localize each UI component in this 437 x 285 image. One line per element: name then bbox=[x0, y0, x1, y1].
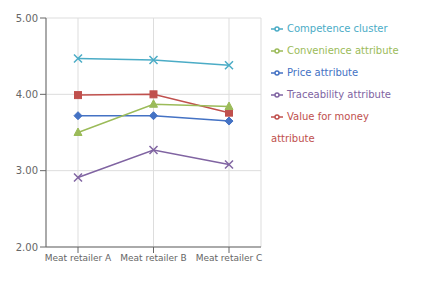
svg-text:3.00: 3.00 bbox=[16, 165, 38, 176]
svg-text:4.00: 4.00 bbox=[16, 89, 38, 100]
html-text:Value for money attribute: Value for money attribute bbox=[271, 111, 369, 144]
html-text:Convenience attribute: Convenience attribute bbox=[287, 45, 399, 56]
html-text:Competence cluster: Competence cluster bbox=[287, 23, 388, 34]
html-text:Traceability attribute: Traceability attribute bbox=[287, 89, 391, 100]
svg-text:Meat retailer C: Meat retailer C bbox=[196, 253, 263, 263]
svg-text:Meat retailer A: Meat retailer A bbox=[45, 253, 112, 263]
svg-text:2.00: 2.00 bbox=[16, 242, 38, 253]
svg-text:Meat retailer B: Meat retailer B bbox=[120, 253, 187, 263]
html-text:Price attribute: Price attribute bbox=[287, 67, 359, 78]
svg-text:5.00: 5.00 bbox=[16, 13, 38, 24]
